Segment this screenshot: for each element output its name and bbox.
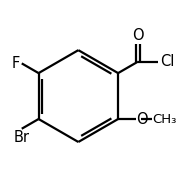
- Text: Br: Br: [14, 130, 30, 145]
- Text: F: F: [12, 56, 20, 71]
- Text: O: O: [137, 112, 148, 127]
- Text: Cl: Cl: [160, 54, 174, 69]
- Text: O: O: [132, 28, 144, 43]
- Text: CH₃: CH₃: [153, 112, 177, 125]
